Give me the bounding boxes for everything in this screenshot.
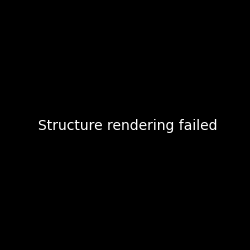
Text: Structure rendering failed: Structure rendering failed [38, 119, 218, 133]
